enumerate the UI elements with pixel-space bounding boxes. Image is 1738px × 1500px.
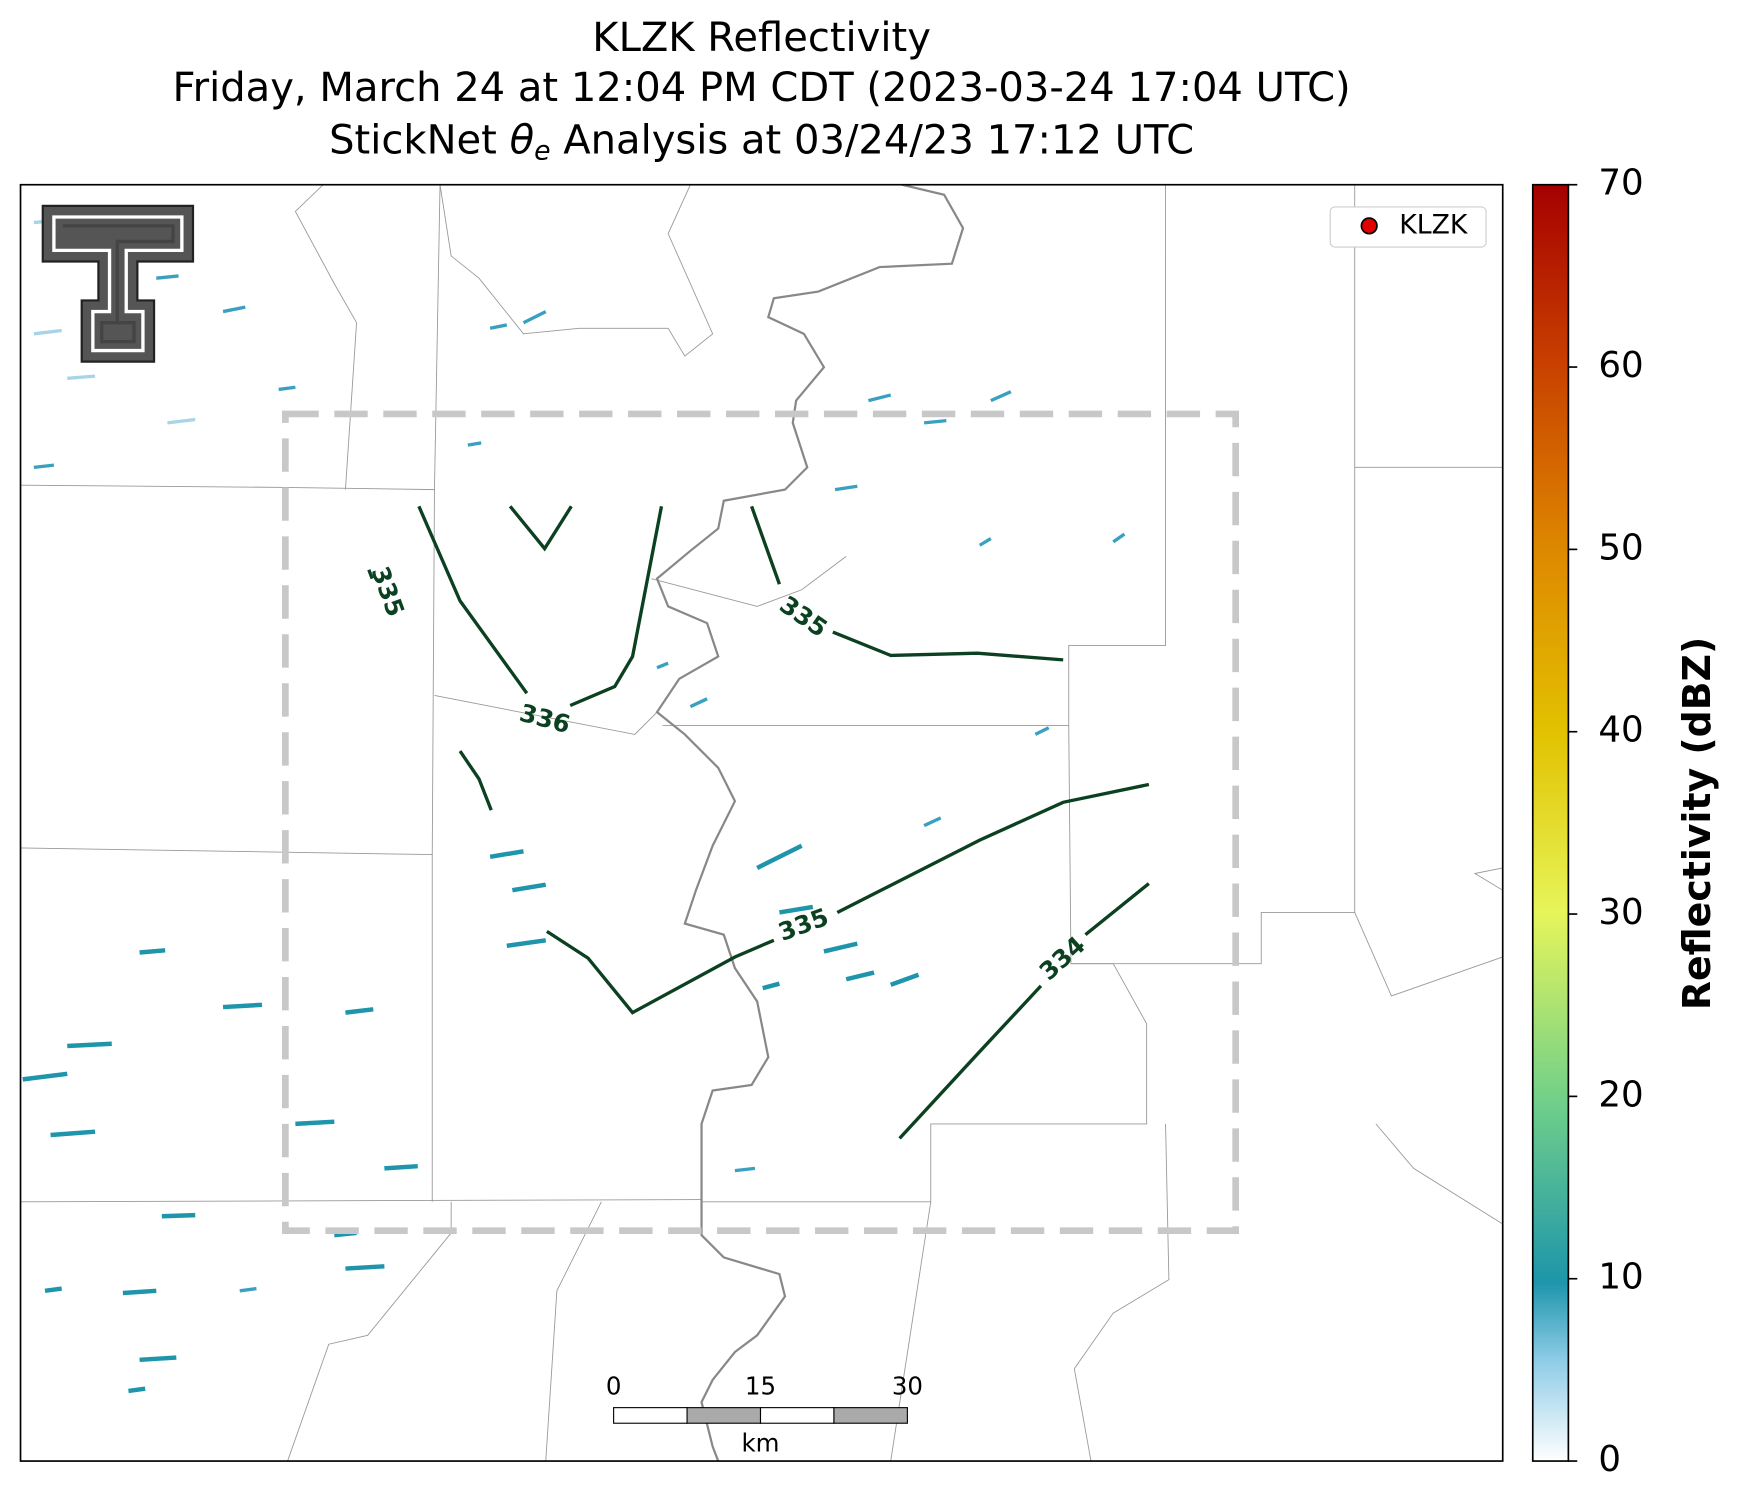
scale-label: 0 — [606, 1372, 622, 1401]
map-frame — [19, 183, 1504, 1462]
scale-label: 15 — [745, 1372, 776, 1401]
boundaries — [20, 184, 1503, 1462]
contour-label: 336 — [517, 698, 574, 739]
colorbar-tick-label: 10 — [1598, 1257, 1643, 1298]
colorbar-tick-label: 0 — [1598, 1439, 1621, 1480]
legend: KLZK — [1329, 206, 1487, 248]
analysis-domain — [282, 410, 1239, 1235]
title-part: Analysis at 03/24/23 17:12 UTC — [551, 117, 1195, 163]
logo — [41, 204, 195, 363]
title-subscript: e — [534, 135, 550, 166]
colorbar-tick-label: 20 — [1598, 1074, 1643, 1115]
scale-unit: km — [741, 1428, 779, 1457]
contour-label: 335 — [366, 563, 411, 621]
legend-label: KLZK — [1399, 209, 1469, 240]
scale-label: 30 — [892, 1372, 923, 1401]
river — [655, 184, 965, 1462]
scale-segment — [686, 1407, 762, 1424]
colorbar-tick-label: 70 — [1598, 163, 1643, 204]
colorbar-ticks: 0 10 20 30 40 50 60 70 — [1568, 163, 1644, 1480]
legend-marker — [1360, 217, 1378, 235]
colorbar-tick-label: 60 — [1598, 345, 1643, 386]
contour-label: 335 — [774, 902, 832, 947]
subtitle: Friday, March 24 at 12:04 PM CDT (2023-0… — [173, 65, 1351, 111]
map-area: 335 336 335 335 334 KLZK 0 15 30 km — [20, 184, 1503, 1462]
title: KLZK Reflectivity — [592, 15, 931, 61]
title-symbol: θ — [510, 117, 535, 163]
scale-segment — [833, 1407, 908, 1424]
legend-box — [1329, 206, 1487, 248]
scale-segment — [759, 1407, 835, 1424]
title-part: StickNet — [329, 117, 510, 163]
colorbar-tick-label: 50 — [1598, 527, 1643, 568]
contour-label: 335 — [774, 590, 832, 643]
analysis-title: StickNet θe Analysis at 03/24/23 17:12 U… — [329, 117, 1194, 165]
contour-label: 334 — [1033, 930, 1090, 986]
colorbar-tick-label: 30 — [1598, 892, 1643, 933]
reflectivity — [22, 218, 1126, 1394]
scale-bar: 0 15 30 km — [606, 1372, 923, 1458]
contours — [367, 505, 1150, 1140]
colorbar-label: Reflectivity (dBZ) — [1675, 637, 1719, 1010]
scale-segment — [613, 1407, 688, 1424]
colorbar — [1531, 183, 1570, 1462]
colorbar-tick-label: 40 — [1598, 710, 1643, 751]
